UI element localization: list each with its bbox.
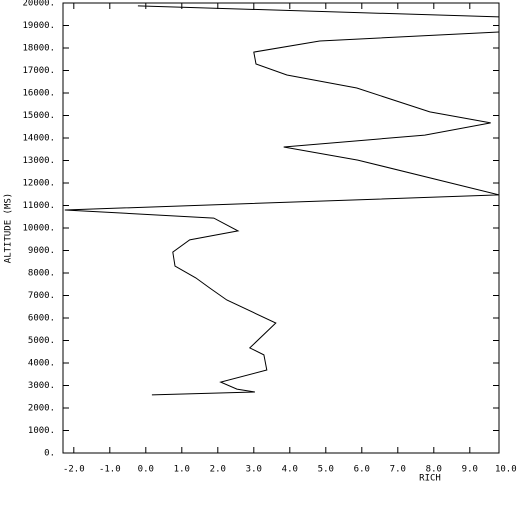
y-tick-label: 16000.: [22, 89, 55, 99]
x-tick-label: 2.0: [210, 465, 226, 475]
y-tick-label: 14000.: [22, 134, 55, 144]
y-tick-label: 15000.: [22, 111, 55, 121]
y-tick-label: 5000.: [28, 336, 55, 346]
x-tick-label: 3.0: [246, 465, 262, 475]
y-tick-label: 2000.: [28, 404, 55, 414]
y-tick-label: 3000.: [28, 381, 55, 391]
x-axis-label: RICH: [419, 474, 441, 484]
x-tick-label: -2.0: [63, 465, 85, 475]
y-tick-label: 1000.: [28, 426, 55, 436]
y-tick-label: 8000.: [28, 269, 55, 279]
x-tick-label: 5.0: [318, 465, 334, 475]
y-tick-label: 17000.: [22, 66, 55, 76]
data-line: [64, 5, 499, 396]
x-tick-label: 8.0: [426, 465, 442, 475]
y-tick-label: 13000.: [22, 156, 55, 166]
x-tick-label: -1.0: [99, 465, 121, 475]
y-tick-label: 20000.: [22, 0, 55, 9]
y-tick-label: 11000.: [22, 201, 55, 211]
plot-frame: [62, 2, 500, 454]
x-tick-label: 10.0: [495, 465, 517, 475]
y-tick-label: 10000.: [22, 224, 55, 234]
y-tick-label: 18000.: [22, 44, 55, 54]
y-tick-label: 6000.: [28, 314, 55, 324]
y-axis-label: ALTITUDE (MS): [4, 193, 14, 263]
y-tick-label: 7000.: [28, 291, 55, 301]
y-tick-label: 12000.: [22, 179, 55, 189]
x-tick-label: 9.0: [462, 465, 478, 475]
x-tick-label: 6.0: [354, 465, 370, 475]
y-tick-label: 4000.: [28, 359, 55, 369]
x-tick-label: 1.0: [174, 465, 190, 475]
x-tick-label: 4.0: [282, 465, 298, 475]
y-tick-label: 0.: [44, 449, 55, 459]
y-tick-label: 19000.: [22, 21, 55, 31]
x-tick-label: 7.0: [390, 465, 406, 475]
x-tick-label: 0.0: [138, 465, 154, 475]
y-tick-label: 9000.: [28, 246, 55, 256]
